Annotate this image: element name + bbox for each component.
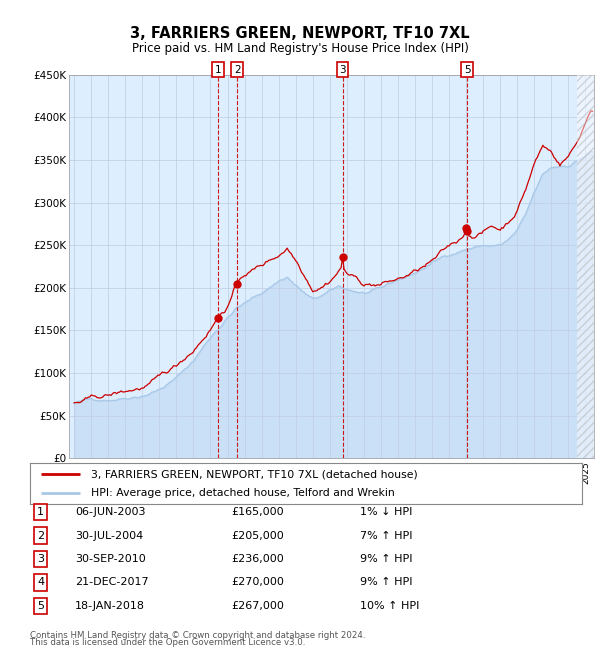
Text: This data is licensed under the Open Government Licence v3.0.: This data is licensed under the Open Gov… bbox=[30, 638, 305, 647]
Text: 21-DEC-2017: 21-DEC-2017 bbox=[75, 577, 149, 588]
Text: £236,000: £236,000 bbox=[231, 554, 284, 564]
Text: £270,000: £270,000 bbox=[231, 577, 284, 588]
Text: 4: 4 bbox=[37, 577, 44, 588]
Text: 3: 3 bbox=[339, 65, 346, 75]
Text: 9% ↑ HPI: 9% ↑ HPI bbox=[360, 577, 413, 588]
Text: 2: 2 bbox=[234, 65, 241, 75]
Text: £205,000: £205,000 bbox=[231, 530, 284, 541]
Text: 30-JUL-2004: 30-JUL-2004 bbox=[75, 530, 143, 541]
Text: 2: 2 bbox=[37, 530, 44, 541]
Text: 5: 5 bbox=[464, 65, 470, 75]
Text: 1% ↓ HPI: 1% ↓ HPI bbox=[360, 507, 412, 517]
Text: £165,000: £165,000 bbox=[231, 507, 284, 517]
Text: 9% ↑ HPI: 9% ↑ HPI bbox=[360, 554, 413, 564]
Text: 06-JUN-2003: 06-JUN-2003 bbox=[75, 507, 146, 517]
Text: 5: 5 bbox=[37, 601, 44, 611]
Text: 30-SEP-2010: 30-SEP-2010 bbox=[75, 554, 146, 564]
Text: £267,000: £267,000 bbox=[231, 601, 284, 611]
Text: HPI: Average price, detached house, Telford and Wrekin: HPI: Average price, detached house, Telf… bbox=[91, 488, 394, 498]
Text: 10% ↑ HPI: 10% ↑ HPI bbox=[360, 601, 419, 611]
Text: 1: 1 bbox=[215, 65, 221, 75]
Text: Contains HM Land Registry data © Crown copyright and database right 2024.: Contains HM Land Registry data © Crown c… bbox=[30, 630, 365, 640]
Text: 7% ↑ HPI: 7% ↑ HPI bbox=[360, 530, 413, 541]
Text: 1: 1 bbox=[37, 507, 44, 517]
Text: Price paid vs. HM Land Registry's House Price Index (HPI): Price paid vs. HM Land Registry's House … bbox=[131, 42, 469, 55]
Text: 3, FARRIERS GREEN, NEWPORT, TF10 7XL: 3, FARRIERS GREEN, NEWPORT, TF10 7XL bbox=[130, 26, 470, 41]
Text: 3: 3 bbox=[37, 554, 44, 564]
Bar bbox=[577, 75, 594, 458]
Text: 18-JAN-2018: 18-JAN-2018 bbox=[75, 601, 145, 611]
Text: 3, FARRIERS GREEN, NEWPORT, TF10 7XL (detached house): 3, FARRIERS GREEN, NEWPORT, TF10 7XL (de… bbox=[91, 469, 418, 479]
